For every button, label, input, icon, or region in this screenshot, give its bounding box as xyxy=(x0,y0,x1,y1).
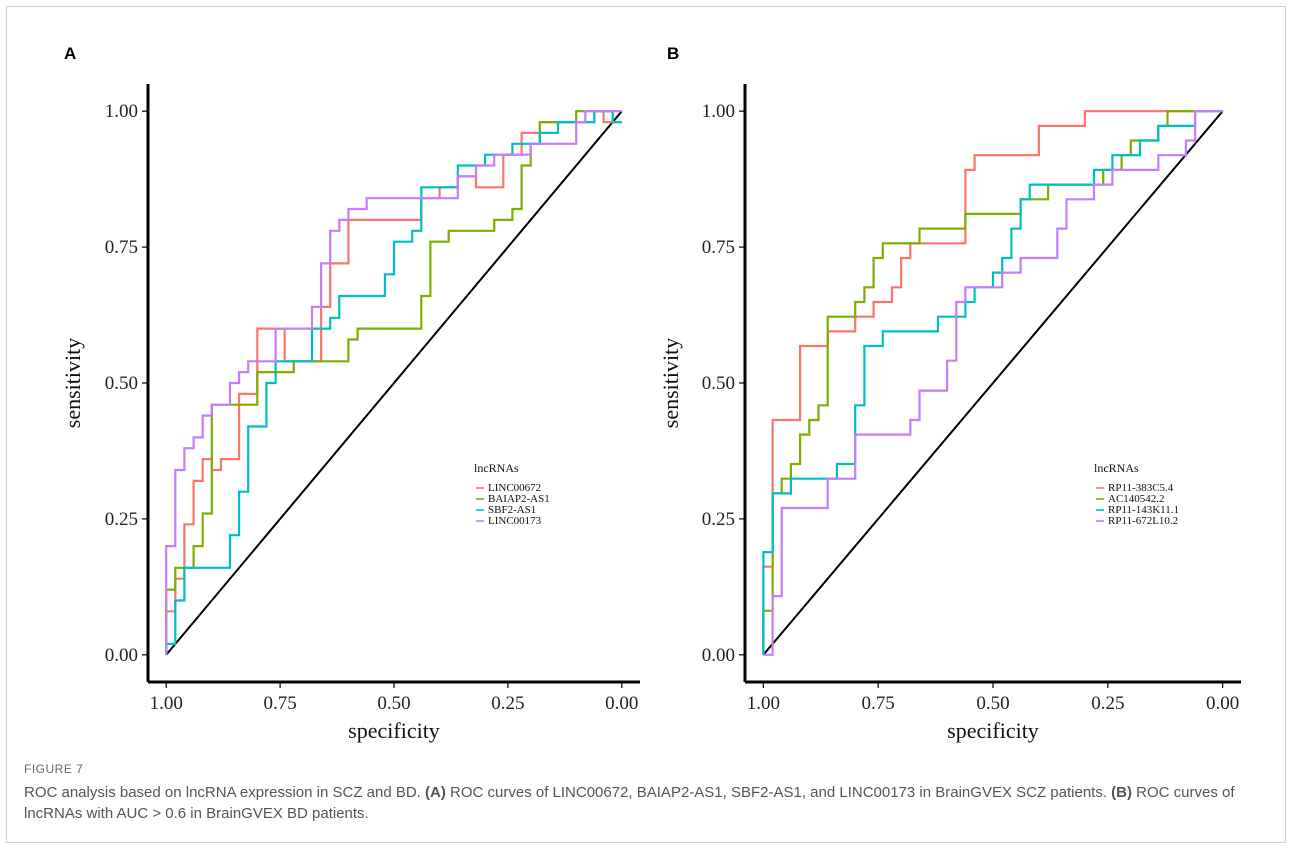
x-tick-label: 0.00 xyxy=(1206,693,1239,714)
roc-curve-rp11-383c5-4 xyxy=(762,110,1223,655)
caption-b-text: ROC curves of lncRNAs with AUC > 0.6 in … xyxy=(24,784,1235,822)
figure-canvas: A B 0.00 0.25 0.50 0.75 1.00 1.00 0.75 0.50 0.25… xyxy=(60,44,1241,743)
x-tick-label: 0.00 xyxy=(605,693,638,714)
y-tick-label: 1.00 xyxy=(702,101,735,122)
legend-label: BAIAP2-AS1 xyxy=(488,493,550,505)
x-tick-label: 0.75 xyxy=(263,693,296,714)
panel-letter-b: B xyxy=(667,44,679,63)
caption-a-text: ROC curves of LINC00672, BAIAP2-AS1, SBF… xyxy=(445,784,1112,801)
caption-text: ROC analysis based on lncRNA expression … xyxy=(24,782,1269,824)
x-tick-label: 0.25 xyxy=(491,693,524,714)
x-tick-label: 1.00 xyxy=(150,693,183,714)
legend-label: LINC00173 xyxy=(488,515,542,527)
y-tick-label: 0.50 xyxy=(702,373,735,394)
y-tick-label: 0.25 xyxy=(702,509,735,530)
y-tick-label: 1.00 xyxy=(105,101,138,122)
y-tick-label: 0.00 xyxy=(105,645,138,666)
roc-curve-sbf2-as1 xyxy=(165,110,622,655)
legend-label: AC140542.2 xyxy=(1108,493,1165,505)
legend-label: SBF2-AS1 xyxy=(488,504,536,516)
diagonal-reference-line xyxy=(762,110,1224,656)
figure-caption: FIGURE 7 ROC analysis based on lncRNA ex… xyxy=(24,762,1269,824)
roc-panel-b: 0.00 0.25 0.50 0.75 1.00 1.00 0.75 0.50 0.25 0.00… xyxy=(658,84,1241,743)
caption-label: FIGURE 7 xyxy=(24,762,84,776)
panel-letter-a: A xyxy=(64,44,76,63)
caption-b-tag: (B) xyxy=(1111,784,1132,801)
legend-title: lncRNAs xyxy=(1094,461,1139,475)
legend-label: RP11-143K11.1 xyxy=(1108,504,1179,516)
x-tick-label: 0.50 xyxy=(377,693,410,714)
y-axis-title: sensitivity xyxy=(658,338,683,428)
y-tick-label: 0.00 xyxy=(702,645,735,666)
roc-curve-linc00173 xyxy=(165,110,622,655)
legend-label: RP11-672L10.2 xyxy=(1108,515,1178,527)
legend-label: LINC00672 xyxy=(488,482,541,494)
x-axis-title: specificity xyxy=(348,718,440,743)
legend-title: lncRNAs xyxy=(474,461,519,475)
caption-a-tag: (A) xyxy=(425,784,446,801)
x-tick-label: 0.75 xyxy=(862,693,895,714)
diagonal-reference-line xyxy=(165,110,623,656)
y-tick-label: 0.25 xyxy=(105,509,138,530)
roc-curve-linc00672 xyxy=(165,110,622,655)
x-tick-label: 1.00 xyxy=(747,693,780,714)
x-axis-title: specificity xyxy=(947,718,1039,743)
x-tick-label: 0.50 xyxy=(976,693,1009,714)
legend-label: RP11-383C5.4 xyxy=(1108,482,1174,494)
y-tick-label: 0.75 xyxy=(105,237,138,258)
roc-panel-a: 0.00 0.25 0.50 0.75 1.00 1.00 0.75 0.50 0.25 0.00… xyxy=(60,84,640,743)
y-axis-title: sensitivity xyxy=(60,338,85,428)
y-tick-label: 0.75 xyxy=(702,237,735,258)
figure-frame xyxy=(6,6,1286,843)
caption-intro: ROC analysis based on lncRNA expression … xyxy=(24,784,426,801)
roc-curve-rp11-672l10-2 xyxy=(763,110,1223,656)
y-tick-label: 0.50 xyxy=(105,373,138,394)
x-tick-label: 0.25 xyxy=(1091,693,1124,714)
